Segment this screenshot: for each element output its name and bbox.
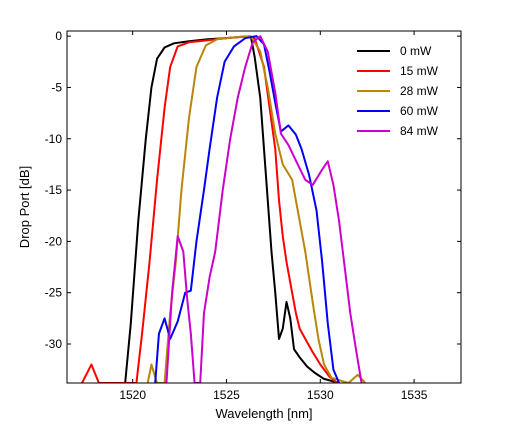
series-line-3 (154, 35, 341, 383)
x-tick-label-3: 1535 (401, 388, 428, 402)
plot-area (67, 31, 461, 383)
y-tick-label-0: 0 (55, 29, 62, 43)
series-line-0 (124, 35, 341, 383)
y-tick-label-5: -25 (45, 286, 63, 300)
tick-layer: 1520 1525 1530 1535 0 -5 -10 -15 -20 -25 -30 (45, 29, 461, 402)
y-tick-label-6: -30 (45, 337, 63, 351)
y-tick-label-2: -10 (45, 132, 63, 146)
y-tick-label-3: -15 (45, 183, 63, 197)
x-tick-label-1: 1525 (213, 388, 240, 402)
series-line-1 (81, 35, 339, 383)
legend-label-0: 0 mW (400, 44, 432, 58)
legend-label-3: 60 mW (400, 104, 439, 118)
plot-frame (66, 30, 462, 384)
x-tick-label-2: 1530 (307, 388, 334, 402)
y-tick-label-1: -5 (51, 80, 62, 94)
y-axis-label: Drop Port [dB] (17, 166, 32, 248)
y-tick-label-4: -20 (45, 234, 63, 248)
series-line-4 (165, 35, 363, 383)
x-axis-label: Wavelength [nm] (215, 406, 312, 421)
legend: 0 mW 15 mW 28 mW 60 mW 84 mW (357, 44, 439, 138)
series-layer (81, 35, 367, 383)
legend-label-4: 84 mW (400, 124, 439, 138)
x-tick-label-0: 1520 (119, 388, 146, 402)
legend-label-1: 15 mW (400, 64, 439, 78)
legend-label-2: 28 mW (400, 84, 439, 98)
